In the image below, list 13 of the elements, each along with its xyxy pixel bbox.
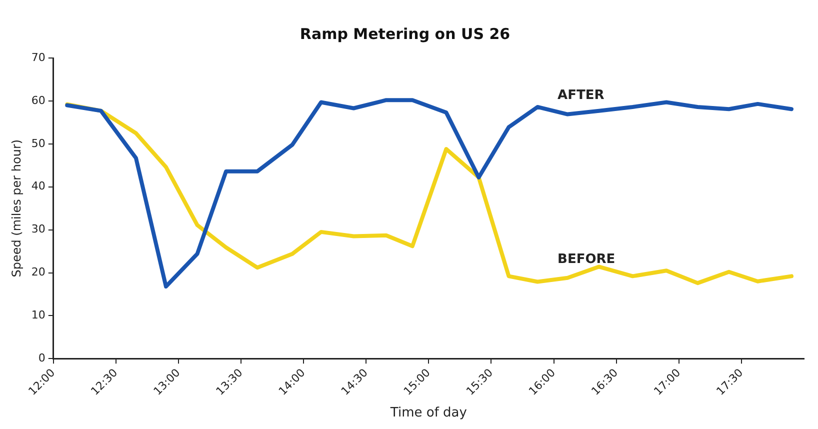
x-axis-title: Time of day — [389, 406, 468, 421]
y-tick-label: 20 — [31, 266, 46, 279]
y-tick-label: 40 — [31, 180, 46, 193]
y-tick-label: 60 — [31, 94, 46, 107]
series-label: BEFORE — [558, 252, 616, 267]
y-tick-label: 50 — [31, 136, 46, 150]
y-tick-label: 70 — [31, 50, 46, 64]
y-axis-title: Speed (miles per hour) — [9, 139, 24, 278]
y-tick-label: 10 — [31, 308, 46, 322]
y-tick-label: 0 — [38, 352, 46, 365]
chart-title: Ramp Metering on US 26 — [300, 24, 510, 43]
series-label: AFTER — [558, 88, 604, 104]
y-tick-label: 30 — [31, 222, 46, 236]
